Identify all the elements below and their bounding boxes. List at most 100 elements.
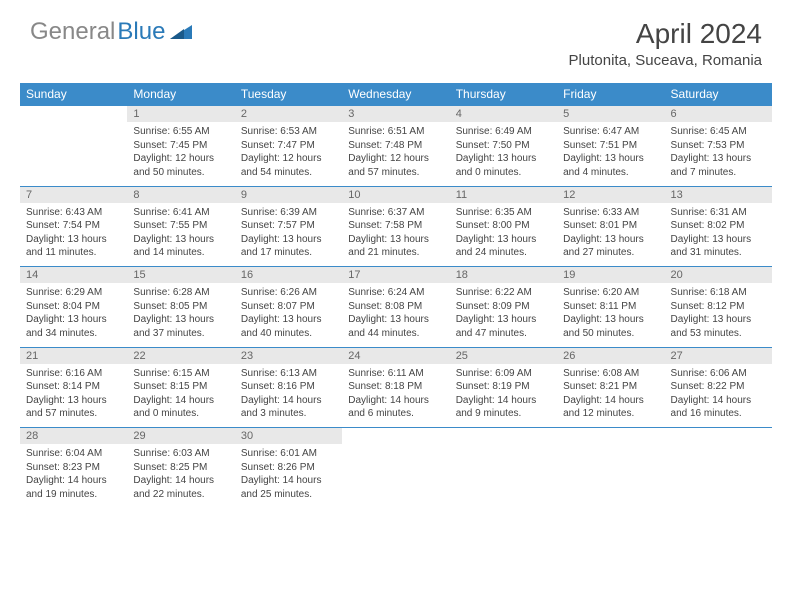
sunset-text: Sunset: 8:22 PM [671, 380, 766, 394]
day2-text: and 50 minutes. [133, 166, 228, 180]
sunset-text: Sunset: 8:01 PM [563, 219, 658, 233]
day1-text: Daylight: 13 hours [241, 233, 336, 247]
day1-text: Daylight: 14 hours [348, 394, 443, 408]
day-detail-cell: Sunrise: 6:08 AMSunset: 8:21 PMDaylight:… [557, 364, 664, 428]
day2-text: and 7 minutes. [671, 166, 766, 180]
sunrise-text: Sunrise: 6:37 AM [348, 206, 443, 220]
sunrise-text: Sunrise: 6:01 AM [241, 447, 336, 461]
day2-text: and 6 minutes. [348, 407, 443, 421]
day-number-cell: 15 [127, 267, 234, 284]
sunrise-text: Sunrise: 6:08 AM [563, 367, 658, 381]
sunset-text: Sunset: 8:09 PM [456, 300, 551, 314]
sunrise-text: Sunrise: 6:28 AM [133, 286, 228, 300]
day-number-row: 123456 [20, 106, 772, 123]
sunset-text: Sunset: 8:21 PM [563, 380, 658, 394]
day-number-cell: 6 [665, 106, 772, 123]
day2-text: and 31 minutes. [671, 246, 766, 260]
sunrise-text: Sunrise: 6:24 AM [348, 286, 443, 300]
day2-text: and 27 minutes. [563, 246, 658, 260]
day1-text: Daylight: 13 hours [563, 152, 658, 166]
day1-text: Daylight: 13 hours [671, 313, 766, 327]
day-detail-cell: Sunrise: 6:04 AMSunset: 8:23 PMDaylight:… [20, 444, 127, 508]
day-number-cell: 16 [235, 267, 342, 284]
day-detail-row: Sunrise: 6:55 AMSunset: 7:45 PMDaylight:… [20, 122, 772, 186]
day-number-cell: 10 [342, 186, 449, 203]
day1-text: Daylight: 13 hours [26, 233, 121, 247]
day1-text: Daylight: 14 hours [133, 474, 228, 488]
sunrise-text: Sunrise: 6:53 AM [241, 125, 336, 139]
sunrise-text: Sunrise: 6:55 AM [133, 125, 228, 139]
day-detail-cell: Sunrise: 6:37 AMSunset: 7:58 PMDaylight:… [342, 203, 449, 267]
day-number-cell: 4 [450, 106, 557, 123]
day-number-cell: 25 [450, 347, 557, 364]
sunset-text: Sunset: 7:54 PM [26, 219, 121, 233]
sunrise-text: Sunrise: 6:45 AM [671, 125, 766, 139]
sunrise-text: Sunrise: 6:15 AM [133, 367, 228, 381]
sunset-text: Sunset: 8:05 PM [133, 300, 228, 314]
sunset-text: Sunset: 7:57 PM [241, 219, 336, 233]
weekday-header: Sunday [20, 83, 127, 106]
day-number-cell: 14 [20, 267, 127, 284]
sunset-text: Sunset: 7:51 PM [563, 139, 658, 153]
day-detail-cell: Sunrise: 6:09 AMSunset: 8:19 PMDaylight:… [450, 364, 557, 428]
day-number-cell: 18 [450, 267, 557, 284]
day-detail-row: Sunrise: 6:04 AMSunset: 8:23 PMDaylight:… [20, 444, 772, 508]
day-number-cell: 2 [235, 106, 342, 123]
day1-text: Daylight: 12 hours [133, 152, 228, 166]
sunrise-text: Sunrise: 6:03 AM [133, 447, 228, 461]
day2-text: and 44 minutes. [348, 327, 443, 341]
weekday-header: Friday [557, 83, 664, 106]
day-number-cell [557, 428, 664, 445]
brand-part2: Blue [117, 18, 165, 46]
day2-text: and 19 minutes. [26, 488, 121, 502]
day2-text: and 25 minutes. [241, 488, 336, 502]
day-number-row: 21222324252627 [20, 347, 772, 364]
day-detail-cell: Sunrise: 6:45 AMSunset: 7:53 PMDaylight:… [665, 122, 772, 186]
day1-text: Daylight: 13 hours [133, 233, 228, 247]
sunset-text: Sunset: 7:45 PM [133, 139, 228, 153]
page-header: General Blue April 2024 Plutonita, Sucea… [0, 0, 792, 75]
day-number-cell: 26 [557, 347, 664, 364]
sunset-text: Sunset: 7:53 PM [671, 139, 766, 153]
day-number-cell: 11 [450, 186, 557, 203]
day2-text: and 50 minutes. [563, 327, 658, 341]
day-number-cell: 5 [557, 106, 664, 123]
day-number-row: 78910111213 [20, 186, 772, 203]
sunset-text: Sunset: 8:08 PM [348, 300, 443, 314]
day-number-row: 14151617181920 [20, 267, 772, 284]
sunrise-text: Sunrise: 6:13 AM [241, 367, 336, 381]
day1-text: Daylight: 13 hours [26, 394, 121, 408]
sunrise-text: Sunrise: 6:41 AM [133, 206, 228, 220]
sunset-text: Sunset: 8:14 PM [26, 380, 121, 394]
sunset-text: Sunset: 7:47 PM [241, 139, 336, 153]
day-number-cell: 17 [342, 267, 449, 284]
day1-text: Daylight: 13 hours [348, 233, 443, 247]
sunset-text: Sunset: 7:50 PM [456, 139, 551, 153]
day2-text: and 0 minutes. [456, 166, 551, 180]
brand-triangle-icon [170, 21, 192, 44]
sunrise-text: Sunrise: 6:18 AM [671, 286, 766, 300]
sunrise-text: Sunrise: 6:35 AM [456, 206, 551, 220]
sunset-text: Sunset: 8:26 PM [241, 461, 336, 475]
day2-text: and 16 minutes. [671, 407, 766, 421]
sunrise-text: Sunrise: 6:39 AM [241, 206, 336, 220]
sunset-text: Sunset: 7:58 PM [348, 219, 443, 233]
sunrise-text: Sunrise: 6:51 AM [348, 125, 443, 139]
day-number-cell: 22 [127, 347, 234, 364]
day1-text: Daylight: 14 hours [133, 394, 228, 408]
day1-text: Daylight: 13 hours [456, 233, 551, 247]
day-detail-cell: Sunrise: 6:20 AMSunset: 8:11 PMDaylight:… [557, 283, 664, 347]
weekday-header: Saturday [665, 83, 772, 106]
day1-text: Daylight: 13 hours [348, 313, 443, 327]
sunset-text: Sunset: 8:19 PM [456, 380, 551, 394]
sunset-text: Sunset: 7:55 PM [133, 219, 228, 233]
day1-text: Daylight: 13 hours [671, 233, 766, 247]
day-number-cell [20, 106, 127, 123]
day-detail-cell: Sunrise: 6:35 AMSunset: 8:00 PMDaylight:… [450, 203, 557, 267]
day-number-row: 282930 [20, 428, 772, 445]
day-number-cell: 3 [342, 106, 449, 123]
day-detail-cell: Sunrise: 6:01 AMSunset: 8:26 PMDaylight:… [235, 444, 342, 508]
day1-text: Daylight: 13 hours [241, 313, 336, 327]
sunset-text: Sunset: 8:23 PM [26, 461, 121, 475]
day-detail-cell: Sunrise: 6:28 AMSunset: 8:05 PMDaylight:… [127, 283, 234, 347]
